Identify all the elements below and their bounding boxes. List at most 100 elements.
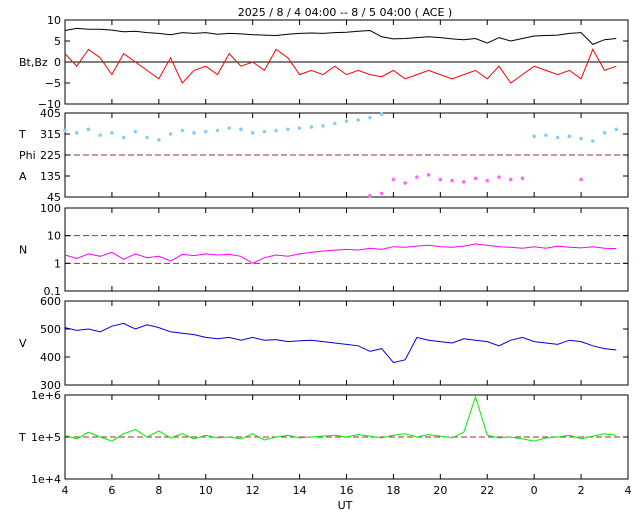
data-point-theta-11 [192, 131, 196, 135]
data-point-theta-20 [297, 126, 302, 130]
y-tick-label-speed-0: 600 [40, 295, 61, 308]
data-point-theta-8 [157, 138, 161, 142]
y-axis-label-temperature: T [18, 431, 26, 444]
x-tick-label-10: 0 [531, 484, 538, 497]
data-point-theta-22 [321, 124, 325, 128]
x-tick-label-4: 12 [246, 484, 260, 497]
y-tick-label-density-3: 0.1 [44, 285, 62, 298]
x-tick-label-2: 8 [155, 484, 162, 497]
y-tick-label-magnetic-field-1: 5 [54, 35, 61, 48]
y-axis-label-density: N [19, 244, 27, 257]
data-point-theta-9 [168, 132, 173, 136]
data-point-theta-2 [86, 127, 91, 132]
y-tick-label-speed-1: 500 [40, 323, 61, 336]
data-point-theta-35 [614, 127, 619, 132]
plot-title: 2025 / 8 / 4 04:00 -- 8 / 5 04:00 ( ACE … [238, 6, 452, 19]
y-tick-label-density-0: 100 [40, 202, 61, 215]
x-tick-label-5: 14 [293, 484, 307, 497]
y-tick-label-density-1: 10 [47, 230, 61, 243]
y-tick-label-temperature-1: 1e+5 [31, 431, 61, 444]
data-point-theta-4 [110, 131, 114, 135]
y-tick-label-speed-3: 300 [40, 379, 61, 392]
data-point-phi-3 [403, 181, 407, 185]
data-point-phi-7 [450, 178, 454, 183]
series-line-bt [64, 27, 617, 45]
x-tick-label-11: 2 [578, 484, 585, 497]
x-tick-label-3: 10 [199, 484, 213, 497]
y-tick-label-angles-4: 45 [47, 191, 61, 204]
data-point-phi-12 [508, 177, 513, 182]
data-point-theta-6 [133, 129, 138, 134]
data-point-theta-30 [555, 135, 560, 140]
x-tick-label-8: 20 [433, 484, 447, 497]
data-point-phi-8 [461, 180, 466, 184]
data-point-theta-33 [591, 139, 595, 143]
data-point-phi-10 [485, 178, 490, 183]
series-line-bz [64, 48, 617, 84]
data-point-theta-19 [286, 127, 290, 132]
y-axis-label-angles-1: Phi [19, 149, 36, 162]
series-line-density [64, 243, 617, 264]
data-point-theta-27 [379, 112, 384, 116]
y-tick-label-temperature-0: 1e+6 [31, 389, 61, 402]
data-point-theta-13 [215, 128, 220, 133]
y-tick-label-temperature-2: 1e+4 [31, 473, 61, 486]
x-tick-label-9: 22 [480, 484, 494, 497]
data-point-theta-18 [274, 128, 278, 133]
series-line-temperature [64, 395, 617, 442]
data-point-phi-2 [391, 177, 396, 182]
y-tick-label-magnetic-field-3: −5 [45, 77, 61, 90]
data-point-theta-28 [532, 134, 536, 139]
y-tick-label-angles-0: 405 [40, 107, 61, 120]
data-point-theta-1 [74, 131, 79, 135]
data-point-phi-0 [368, 194, 372, 198]
y-axis-label-speed: V [19, 337, 27, 350]
data-point-theta-0 [63, 128, 67, 133]
y-tick-label-magnetic-field-0: 10 [47, 14, 61, 27]
y-tick-label-magnetic-field-4: −10 [38, 98, 61, 111]
y-tick-label-angles-3: 135 [40, 170, 61, 183]
y-tick-label-angles-2: 225 [40, 149, 61, 162]
y-axis-label-magnetic-field: Bt,Bz [19, 56, 48, 69]
y-axis-label-angles-2: A [19, 170, 27, 183]
data-point-theta-26 [368, 115, 372, 120]
data-point-phi-4 [415, 175, 419, 179]
data-point-phi-5 [426, 173, 431, 177]
data-point-theta-21 [309, 125, 314, 129]
x-tick-label-0: 4 [62, 484, 69, 497]
data-point-phi-14 [579, 177, 583, 182]
data-point-theta-7 [145, 135, 149, 140]
x-tick-label-12: 4 [625, 484, 632, 497]
data-point-phi-6 [438, 177, 443, 182]
data-point-phi-11 [497, 175, 501, 179]
data-point-theta-5 [121, 135, 126, 140]
x-tick-label-1: 6 [108, 484, 115, 497]
x-tick-label-6: 16 [340, 484, 354, 497]
y-tick-label-magnetic-field-2: 0 [54, 56, 61, 69]
data-point-theta-25 [356, 118, 361, 122]
data-point-phi-1 [379, 191, 384, 196]
data-point-theta-23 [332, 121, 337, 126]
series-line-speed [64, 322, 617, 364]
x-axis-label: UT [338, 499, 353, 512]
data-point-theta-3 [98, 133, 102, 137]
data-point-theta-34 [602, 131, 607, 135]
data-point-theta-24 [344, 119, 349, 123]
data-point-phi-9 [473, 176, 478, 181]
y-tick-label-angles-1: 315 [40, 128, 61, 141]
data-point-theta-29 [544, 133, 548, 137]
data-point-theta-31 [567, 134, 572, 139]
data-point-theta-15 [239, 127, 243, 132]
y-tick-label-density-2: 1 [54, 257, 61, 270]
y-axis-label-angles-0: T [18, 128, 26, 141]
data-point-theta-14 [227, 126, 232, 130]
data-point-theta-12 [203, 129, 208, 134]
x-tick-label-7: 18 [386, 484, 400, 497]
data-point-theta-16 [250, 131, 255, 135]
data-point-theta-17 [262, 129, 267, 134]
data-point-theta-10 [180, 128, 185, 133]
data-point-theta-32 [579, 136, 583, 141]
y-tick-label-speed-2: 400 [40, 351, 61, 364]
